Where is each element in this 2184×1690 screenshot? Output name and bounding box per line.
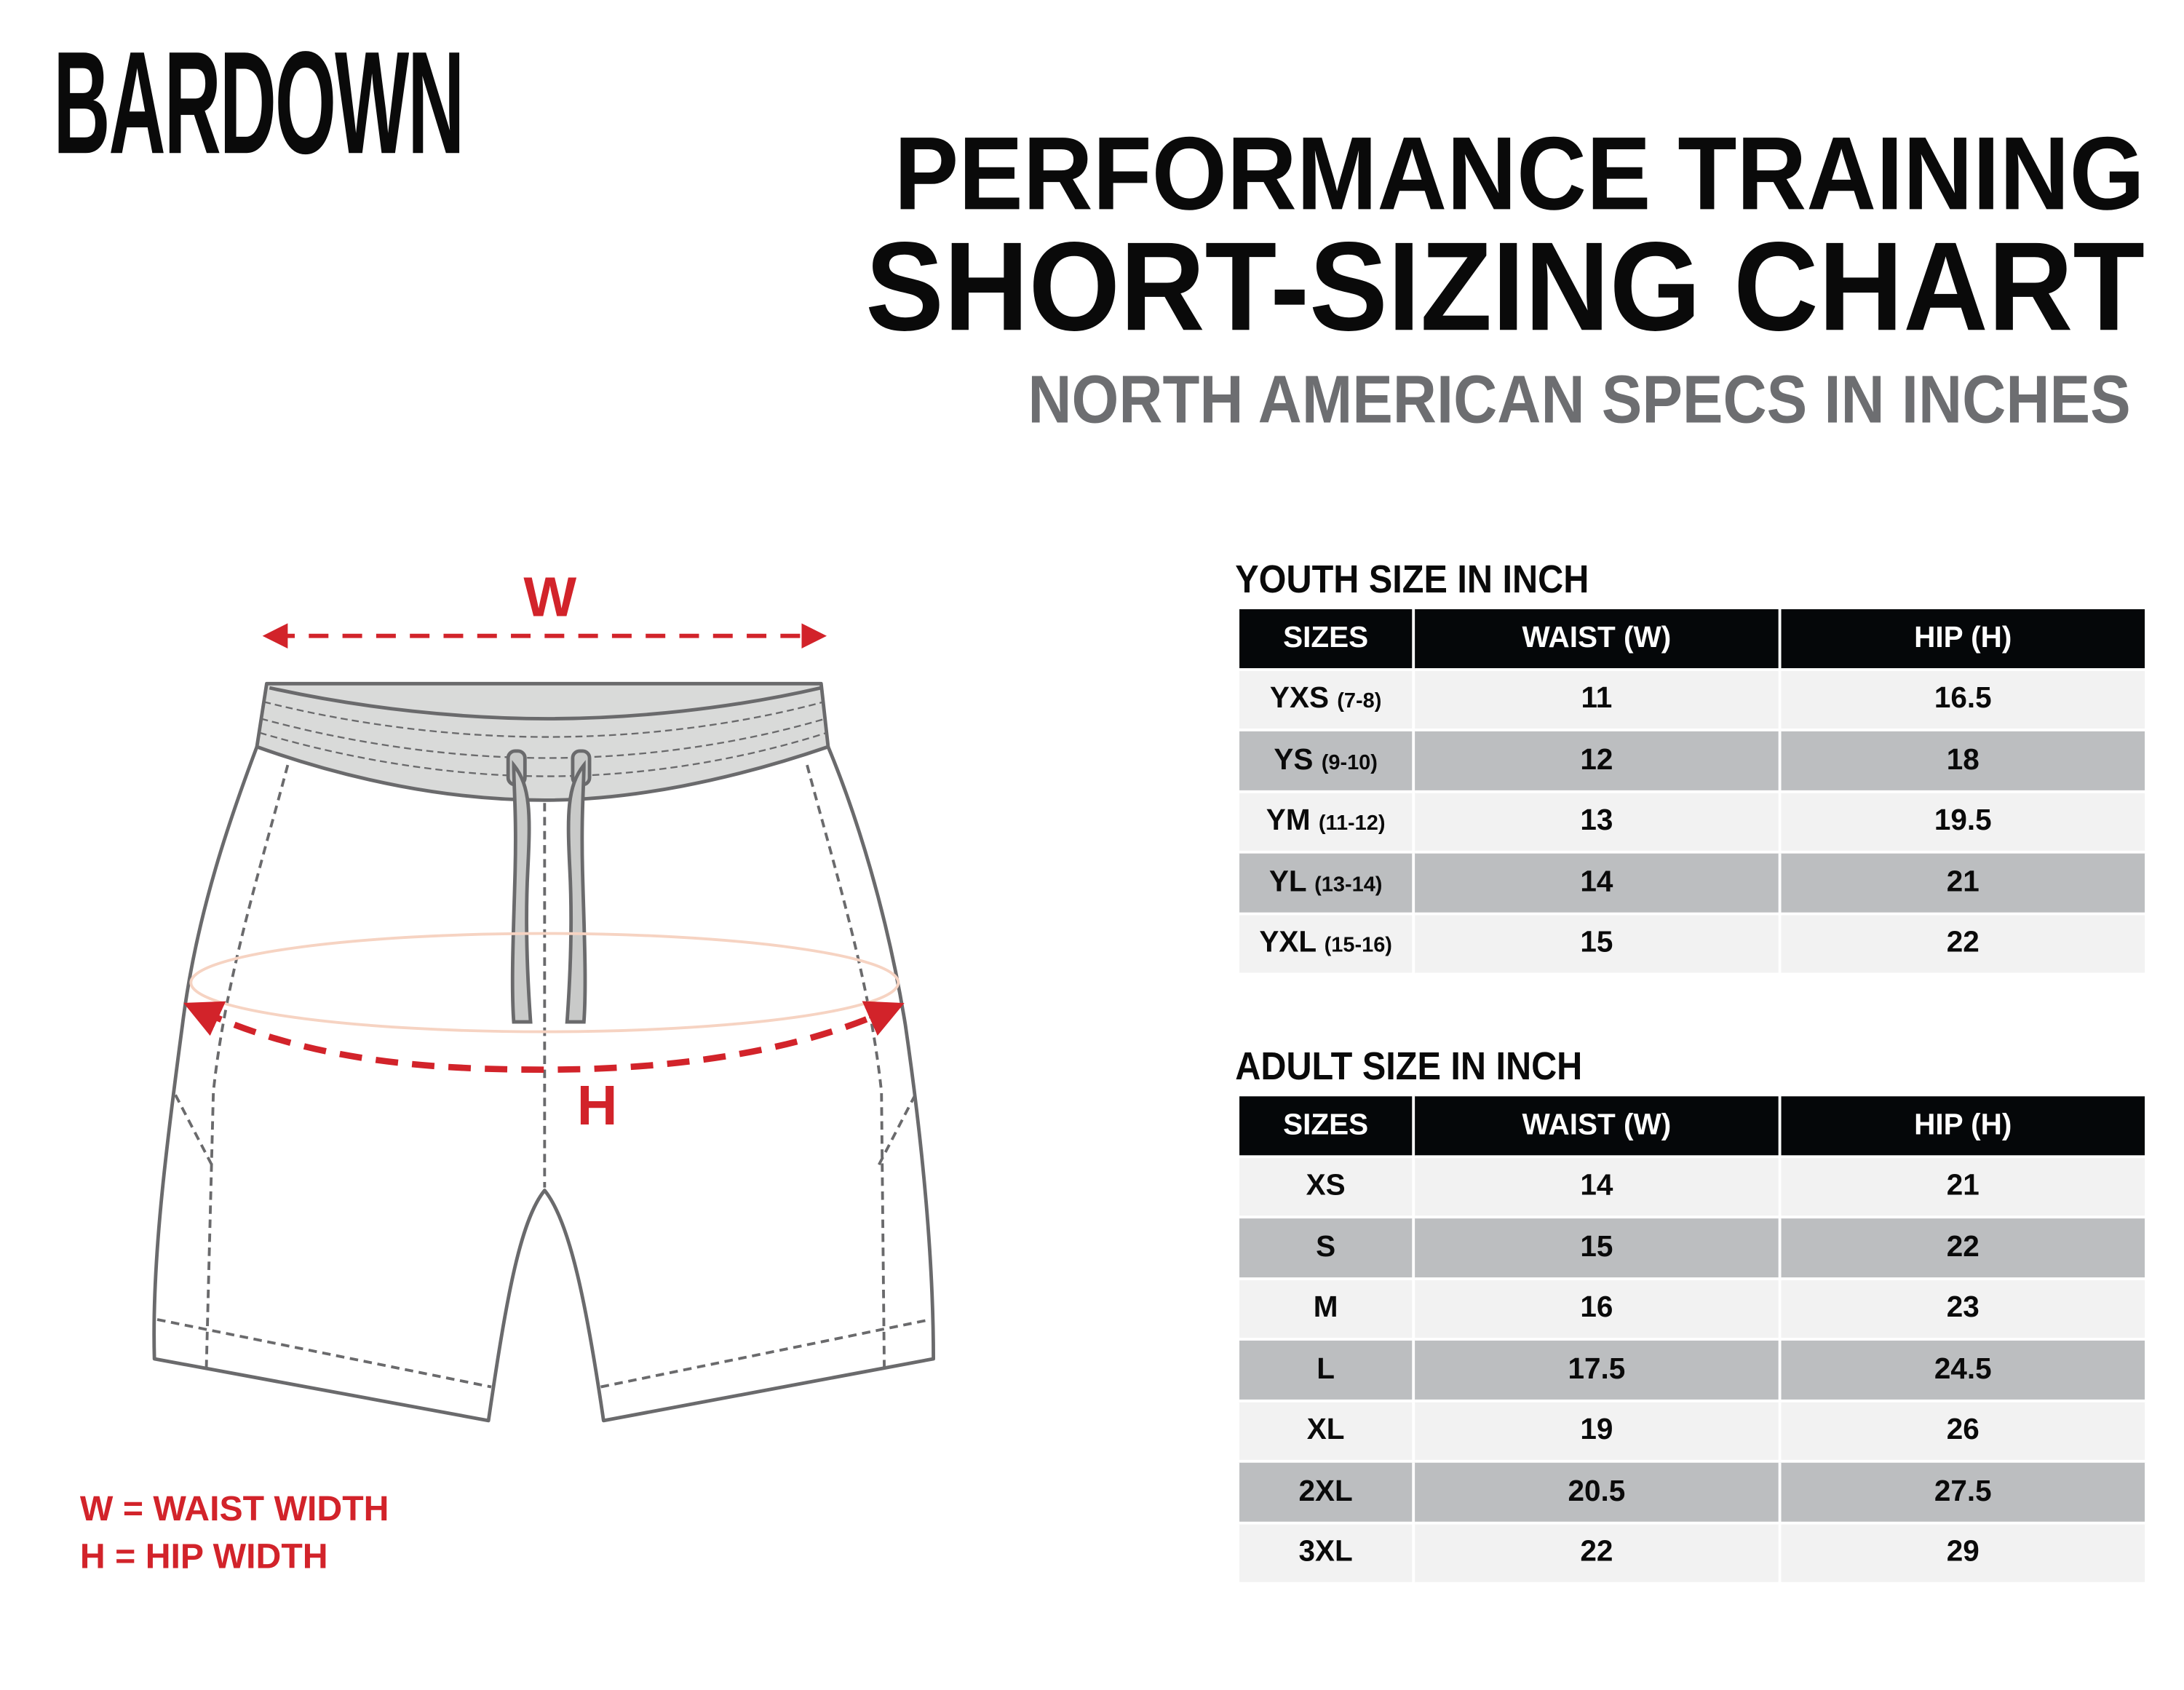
size-cell: YXS (7-8) (1236, 667, 1415, 731)
table-row: M 16 23 (1236, 1277, 2148, 1341)
waist-cell: 19 (1412, 1398, 1782, 1463)
table-row: XL 19 26 (1236, 1398, 2148, 1463)
size-cell: 2XL (1236, 1459, 1415, 1524)
hip-cell: 21 (1778, 850, 2148, 915)
size-cell: YS (9-10) (1236, 729, 1415, 793)
table-row: YM (11-12) 13 19.5 (1236, 789, 2148, 854)
header-hip: HIP (H) (1778, 606, 2148, 670)
youth-size-table: SIZES WAIST (W) HIP (H) YXS (7-8) 11 16.5 … (1236, 606, 2148, 976)
subtitle: NORTH AMERICAN SPECS IN INCHES (1028, 363, 2131, 438)
hip-cell: 23 (1778, 1277, 2148, 1341)
size-cell: S (1236, 1215, 1415, 1280)
header-sizes: SIZES (1236, 606, 1415, 670)
size-cell: XS (1236, 1154, 1415, 1219)
hip-cell: 19.5 (1778, 789, 2148, 854)
title-line-1: PERFORMANCE TRAINING (894, 115, 2145, 232)
waist-cell: 14 (1412, 1154, 1782, 1219)
table-row: XS 14 21 (1236, 1154, 2148, 1219)
title-line-2: SHORT-SIZING CHART (865, 217, 2145, 358)
hip-cell: 16.5 (1778, 667, 2148, 731)
table-row: 2XL 20.5 27.5 (1236, 1459, 2148, 1524)
table-row: YXL (15-16) 15 22 (1236, 911, 2148, 976)
table-row: 3XL 22 29 (1236, 1520, 2148, 1585)
waist-cell: 15 (1412, 1215, 1782, 1280)
hip-cell: 24.5 (1778, 1338, 2148, 1402)
hip-cell: 22 (1778, 1215, 2148, 1280)
waist-label: W (523, 567, 577, 630)
hip-cell: 22 (1778, 911, 2148, 976)
size-cell: 3XL (1236, 1520, 1415, 1585)
legend-waist: W = WAIST WIDTH (79, 1489, 389, 1529)
header-waist: WAIST (W) (1412, 1093, 1782, 1158)
hip-arrow (183, 1001, 905, 1074)
header-waist: WAIST (W) (1412, 606, 1782, 670)
size-cell: YL (13-14) (1236, 850, 1415, 915)
youth-table-title: YOUTH SIZE IN INCH (1235, 557, 1589, 601)
size-cell: XL (1236, 1398, 1415, 1463)
drawstrings (506, 749, 592, 1024)
hip-cell: 21 (1778, 1154, 2148, 1219)
table-row: L 17.5 24.5 (1236, 1338, 2148, 1402)
table-row: YL (13-14) 14 21 (1236, 850, 2148, 915)
waist-cell: 20.5 (1412, 1459, 1782, 1524)
shorts-outline (152, 681, 935, 1423)
waist-cell: 13 (1412, 789, 1782, 854)
adult-table-title: ADULT SIZE IN INCH (1235, 1044, 1583, 1088)
brand-logo: BARDOWN (53, 22, 464, 186)
table-row: YS (9-10) 12 18 (1236, 729, 2148, 793)
adult-size-table: SIZES WAIST (W) HIP (H) XS 14 21 S 15 22 M 16… (1236, 1093, 2148, 1585)
waist-cell: 22 (1412, 1520, 1782, 1585)
waist-cell: 15 (1412, 911, 1782, 976)
table-row: YXS (7-8) 11 16.5 (1236, 667, 2148, 731)
waist-cell: 12 (1412, 729, 1782, 793)
hip-label: H (576, 1075, 618, 1138)
header-sizes: SIZES (1236, 1093, 1415, 1158)
shorts-diagram (152, 623, 935, 1423)
legend-hip: H = HIP WIDTH (79, 1536, 328, 1576)
size-cell: YM (11-12) (1236, 789, 1415, 854)
size-cell: M (1236, 1277, 1415, 1341)
waist-cell: 11 (1412, 667, 1782, 731)
waist-cell: 16 (1412, 1277, 1782, 1341)
size-cell: L (1236, 1338, 1415, 1402)
hip-cell: 26 (1778, 1398, 2148, 1463)
waist-cell: 14 (1412, 850, 1782, 915)
waist-cell: 17.5 (1412, 1338, 1782, 1402)
hip-cell: 29 (1778, 1520, 2148, 1585)
size-cell: YXL (15-16) (1236, 911, 1415, 976)
header-hip: HIP (H) (1778, 1093, 2148, 1158)
table-row: S 15 22 (1236, 1215, 2148, 1280)
hip-cell: 27.5 (1778, 1459, 2148, 1524)
hip-cell: 18 (1778, 729, 2148, 793)
